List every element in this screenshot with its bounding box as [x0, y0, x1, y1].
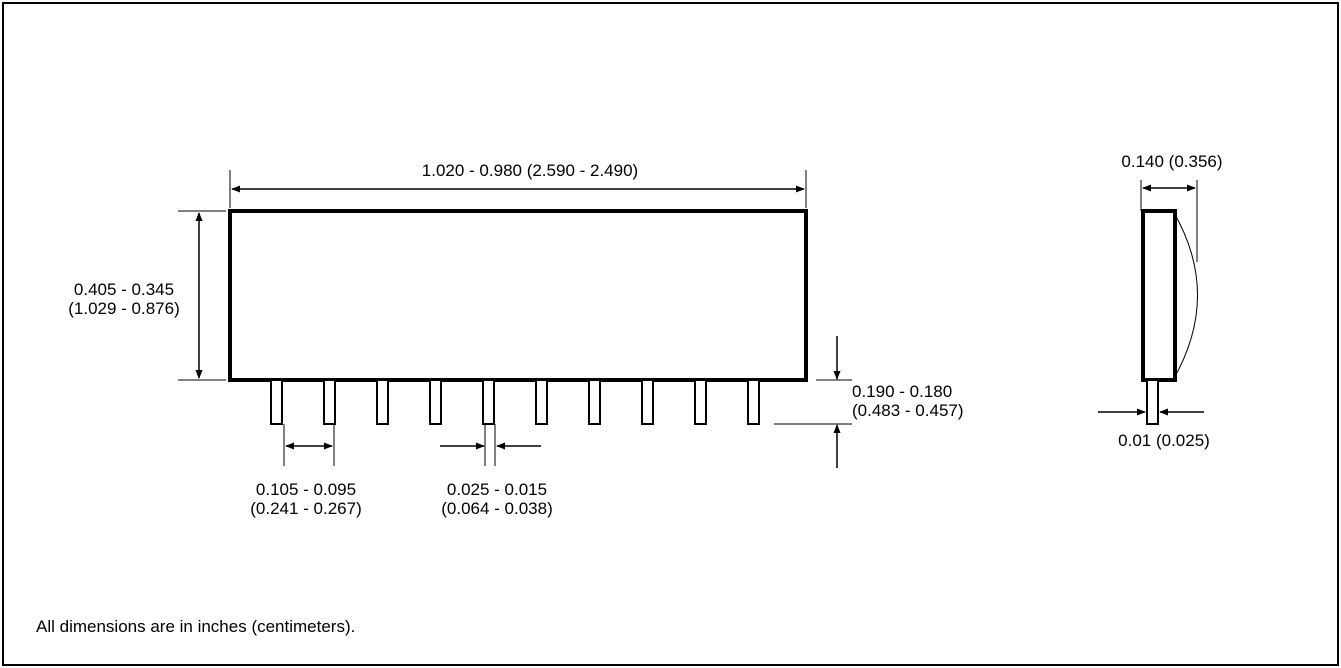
height-label-cm: (1.029 - 0.876): [68, 299, 180, 318]
pin: [535, 379, 548, 425]
pin: [429, 379, 442, 425]
pin: [270, 379, 283, 425]
pin: [747, 379, 760, 425]
package-body-side: [1141, 209, 1177, 382]
pin-thickness-label: 0.01 (0.025): [1118, 431, 1210, 450]
pin: [641, 379, 654, 425]
pitch-label-inches: 0.105 - 0.095: [256, 480, 356, 499]
pin-width-label-cm: (0.064 - 0.038): [441, 499, 553, 518]
pin: [694, 379, 707, 425]
pin: [376, 379, 389, 425]
length-label: 1.020 - 0.980 (2.590 - 2.490): [422, 161, 638, 180]
height-label-inches: 0.405 - 0.345: [74, 280, 174, 299]
pin-width-label-inches: 0.025 - 0.015: [447, 480, 547, 499]
pin-row: [270, 379, 760, 425]
pin: [588, 379, 601, 425]
pin: [323, 379, 336, 425]
pitch-label-cm: (0.241 - 0.267): [250, 499, 362, 518]
pin-side: [1146, 379, 1159, 425]
side-bulge-outline: [1172, 210, 1198, 381]
units-note: All dimensions are in inches (centimeter…: [36, 617, 355, 636]
thickness-label: 0.140 (0.356): [1121, 152, 1222, 171]
pin-length-label-cm: (0.483 - 0.457): [852, 401, 964, 420]
pin: [482, 379, 495, 425]
pin-length-label-inches: 0.190 - 0.180: [852, 382, 952, 401]
package-body-front: [228, 209, 808, 382]
